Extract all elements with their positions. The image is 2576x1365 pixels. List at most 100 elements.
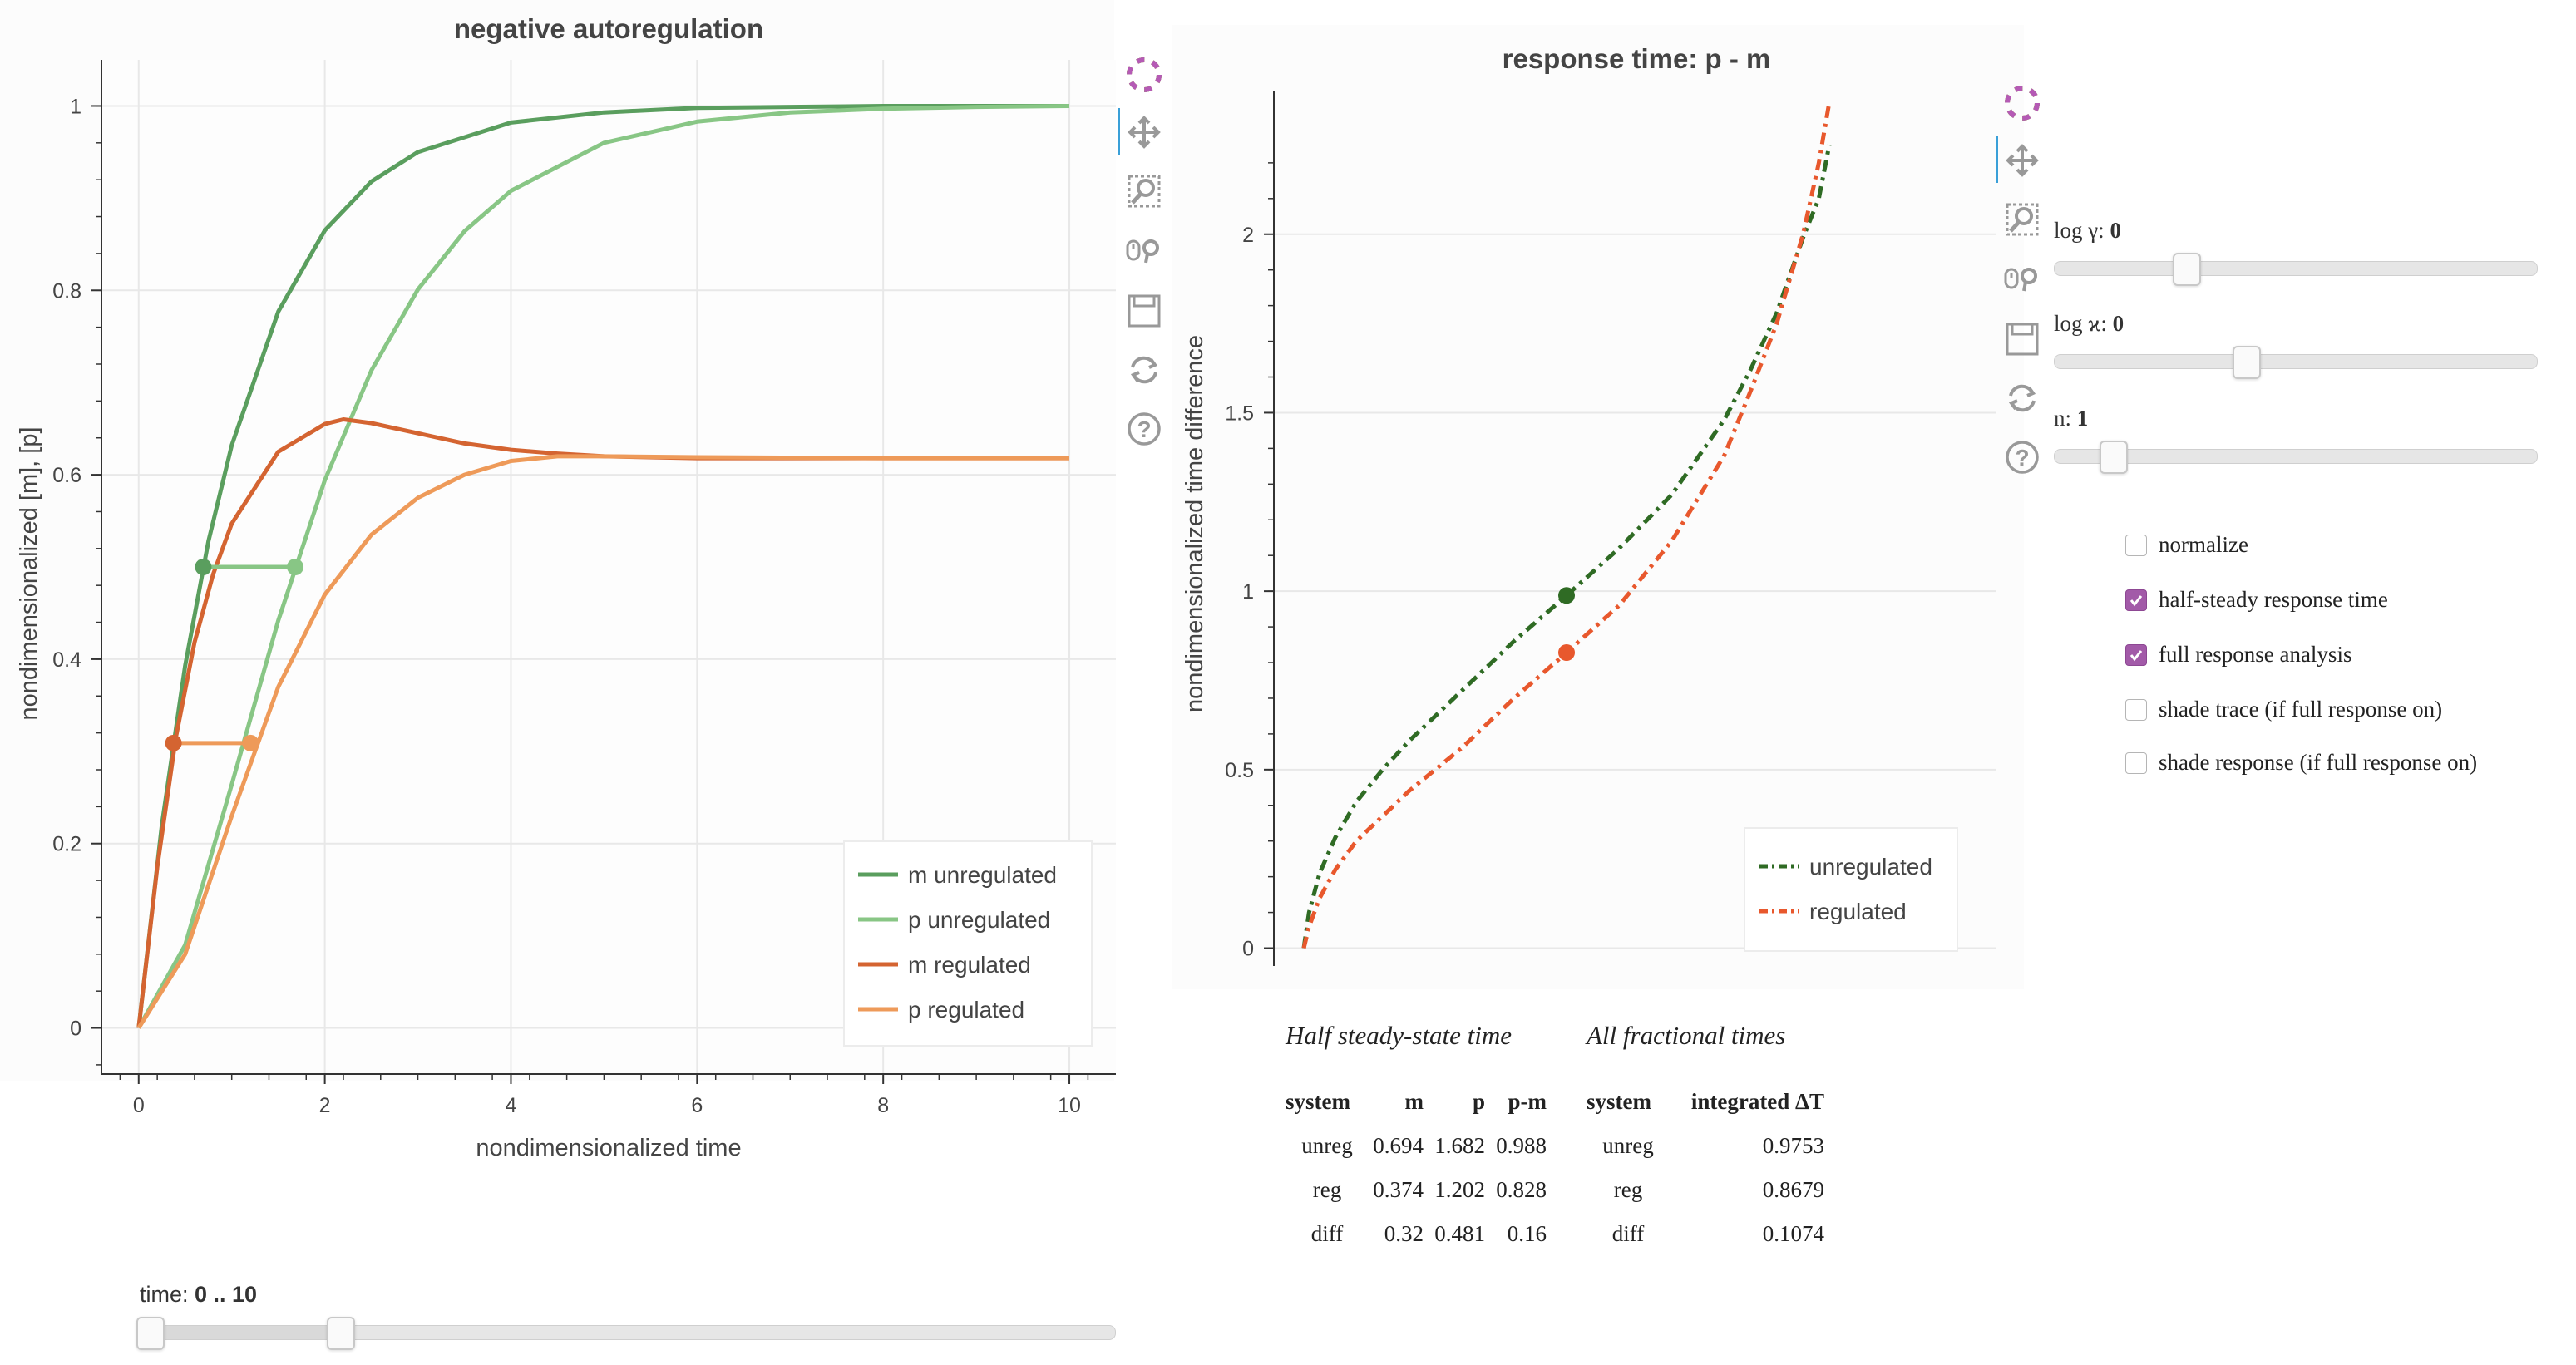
half-steady-table: system m p p-m unreg 0.694 1.682 0.988 r… — [1286, 1089, 1547, 1265]
table-header-row: system m p p-m — [1286, 1089, 1547, 1133]
shade-trace-checkbox-row[interactable]: shade trace (if full response on) — [2125, 697, 2442, 722]
normalize-checkbox[interactable] — [2125, 534, 2147, 556]
box-zoom-icon[interactable] — [1996, 196, 2046, 243]
save-icon[interactable] — [1118, 288, 1167, 334]
reset-icon[interactable] — [1118, 346, 1167, 392]
table-cell: 0.374 — [1373, 1177, 1424, 1202]
help-icon[interactable]: ? — [1118, 406, 1167, 452]
log-gamma-handle[interactable] — [2173, 253, 2201, 286]
y-tick-label: 0.8 — [52, 279, 81, 303]
left-plot-title: negative autoregulation — [454, 13, 763, 44]
right-plot-title: response time: p - m — [1503, 43, 1771, 74]
col-header: p-m — [1508, 1089, 1547, 1114]
legend-label-unregulated: unregulated — [1809, 854, 1932, 880]
left-toolbar: ? — [1118, 50, 1167, 466]
active-tool-indicator — [1118, 108, 1120, 155]
half-steady-title: Half steady-state time — [1286, 1021, 1513, 1050]
table-cell: 0.9753 — [1762, 1133, 1824, 1158]
table-cell: unreg — [1602, 1133, 1654, 1158]
left-legend: m unregulated p unregulated m regulated … — [843, 840, 1093, 1047]
svg-text:?: ? — [1137, 416, 1151, 442]
series-line-regulated — [1301, 101, 1832, 949]
shade-response-checkbox[interactable] — [2125, 751, 2147, 774]
table-cell: 0.16 — [1507, 1221, 1547, 1246]
right-axes: 0 0.5 1 1.5 2 — [1225, 91, 1275, 966]
log-gamma-slider[interactable]: log γ: 0 — [2054, 213, 2553, 288]
n-value: 1 — [2076, 406, 2089, 431]
log-kappa-handle[interactable] — [2232, 346, 2261, 379]
wheel-zoom-icon[interactable] — [1996, 256, 2046, 303]
shade-trace-checkbox[interactable] — [2125, 698, 2147, 721]
shade-response-label: shade response (if full response on) — [2159, 750, 2478, 775]
full-response-checkbox[interactable] — [2125, 643, 2147, 666]
y-tick-label: 1.5 — [1225, 402, 1254, 425]
normalize-checkbox-row[interactable]: normalize — [2125, 532, 2248, 558]
response-tables: Half steady-state time All fractional ti… — [1286, 1021, 1868, 1270]
col-header: integrated ΔT — [1690, 1089, 1824, 1114]
log-kappa-value: 0 — [2112, 311, 2124, 336]
table-row: diff 0.1074 — [1587, 1221, 1824, 1265]
n-slider[interactable]: n: 1 — [2054, 401, 2553, 476]
table-cell: reg — [1312, 1177, 1342, 1202]
time-slider[interactable]: time: 0 .. 10 — [125, 1270, 1123, 1353]
y-tick-label: 0.5 — [1225, 759, 1254, 782]
bokeh-logo-icon[interactable] — [1118, 50, 1167, 96]
time-slider-start-handle[interactable] — [136, 1317, 165, 1350]
series-line-p-regulated — [136, 454, 1069, 1029]
options-checkboxes: normalize half-steady response time full… — [2125, 532, 2574, 798]
log-gamma-track[interactable] — [2054, 261, 2538, 276]
half-steady-checkbox[interactable] — [2125, 589, 2147, 611]
help-icon[interactable]: ? — [1996, 434, 2046, 480]
reset-icon[interactable] — [1996, 374, 2046, 421]
legend-label-regulated: regulated — [1809, 899, 1907, 924]
n-handle[interactable] — [2100, 441, 2128, 474]
right-plot: response time: p - m nondimensionalized … — [1182, 43, 1996, 966]
x-tick-label: 10 — [1058, 1094, 1081, 1117]
table-cell: 0.1074 — [1762, 1221, 1824, 1246]
col-header: system — [1286, 1089, 1350, 1114]
half-steady-label: half-steady response time — [2159, 587, 2388, 612]
pan-icon[interactable] — [1996, 136, 2046, 183]
save-icon[interactable] — [1996, 316, 2046, 362]
full-response-checkbox-row[interactable]: full response analysis — [2125, 642, 2351, 668]
y-tick-label: 1 — [70, 95, 81, 118]
right-legend: unregulated regulated — [1744, 827, 1958, 952]
left-axes: 0 2 4 6 8 10 0 0.2 0.4 0.6 0.8 1 — [52, 60, 1116, 1117]
param-sliders: log γ: 0 log ϰ: 0 n: 1 — [2054, 213, 2553, 495]
pan-icon[interactable] — [1118, 108, 1167, 155]
half-time-marker-m-regulated — [165, 734, 182, 751]
time-slider-value: 0 .. 10 — [195, 1282, 258, 1307]
shade-response-checkbox-row[interactable]: shade response (if full response on) — [2125, 750, 2477, 776]
half-steady-checkbox-row[interactable]: half-steady response time — [2125, 587, 2388, 613]
checkmark-stroke — [2129, 649, 2143, 661]
y-tick-label: 0.2 — [52, 833, 81, 856]
log-gamma-label: log γ: 0 — [2054, 218, 2121, 243]
checkmark-icon — [2129, 594, 2143, 606]
right-markers — [1558, 587, 1575, 661]
all-fractional-table: system integrated ΔT unreg 0.9753 reg 0.… — [1587, 1089, 1824, 1265]
log-kappa-label: log ϰ: 0 — [2054, 311, 2124, 336]
table-cell: 0.988 — [1496, 1133, 1547, 1158]
right-y-axis-label: nondimensionalized time difference — [1182, 335, 1208, 712]
time-slider-end-handle[interactable] — [327, 1317, 356, 1350]
x-tick-label: 2 — [319, 1094, 331, 1117]
wheel-zoom-icon[interactable] — [1118, 228, 1167, 274]
col-header: m — [1404, 1089, 1424, 1114]
half-time-marker-m-unregulated — [195, 559, 212, 575]
table-cell: 0.8679 — [1762, 1177, 1824, 1202]
n-track[interactable] — [2054, 449, 2538, 464]
log-kappa-track[interactable] — [2054, 354, 2538, 369]
table-cell: diff — [1611, 1221, 1645, 1246]
svg-text:?: ? — [2015, 445, 2029, 471]
right-toolbar: ? — [1996, 78, 2046, 494]
table-row: reg 0.374 1.202 0.828 — [1286, 1177, 1547, 1221]
x-tick-label: 8 — [877, 1094, 889, 1117]
time-slider-range — [149, 1326, 340, 1339]
shade-trace-label: shade trace (if full response on) — [2159, 697, 2443, 722]
table-cell: 1.682 — [1434, 1133, 1485, 1158]
table-cell: unreg — [1301, 1133, 1353, 1158]
bokeh-logo-icon[interactable] — [1996, 78, 2046, 125]
box-zoom-icon[interactable] — [1118, 168, 1167, 214]
log-kappa-slider[interactable]: log ϰ: 0 — [2054, 306, 2553, 381]
left-series-lines — [136, 104, 1070, 1029]
